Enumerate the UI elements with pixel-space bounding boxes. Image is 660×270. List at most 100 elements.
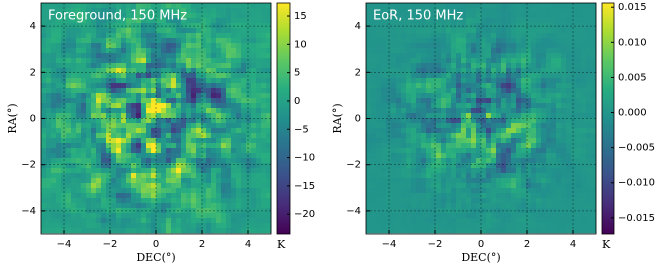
heatmap-cell	[111, 48, 116, 53]
heatmap-cell	[196, 18, 201, 23]
heatmap-cell	[226, 33, 231, 38]
heatmap-cell	[506, 43, 511, 48]
heatmap-cell	[481, 183, 486, 188]
heatmap-cell	[586, 23, 591, 28]
y-tick-label: −4	[21, 206, 36, 217]
heatmap-cell	[371, 228, 376, 233]
heatmap-cell	[166, 88, 171, 93]
heatmap-cell	[211, 183, 216, 188]
heatmap-cell	[376, 148, 381, 153]
heatmap-cell	[226, 168, 231, 173]
heatmap-cell	[111, 38, 116, 43]
heatmap-cell	[236, 78, 241, 83]
heatmap-cell	[171, 218, 176, 223]
heatmap-cell	[376, 23, 381, 28]
heatmap-cell	[226, 143, 231, 148]
heatmap-cell	[231, 163, 236, 168]
heatmap-cell	[551, 138, 556, 143]
heatmap-cell	[366, 218, 371, 223]
heatmap-cell	[196, 138, 201, 143]
heatmap-cell	[576, 103, 581, 108]
colorbar-tick-label: 0.005	[618, 72, 647, 83]
heatmap-cell	[241, 168, 246, 173]
heatmap-cell	[486, 78, 491, 83]
heatmap-cell	[221, 108, 226, 113]
heatmap-cell	[381, 78, 386, 83]
heatmap-cell	[471, 188, 476, 193]
heatmap-cell	[171, 113, 176, 118]
heatmap-cell	[501, 228, 506, 233]
heatmap-cell	[376, 163, 381, 168]
heatmap-cell	[556, 103, 561, 108]
heatmap-cell	[86, 163, 91, 168]
heatmap-cell	[41, 163, 46, 168]
heatmap-cell	[126, 48, 131, 53]
heatmap-cell	[191, 183, 196, 188]
heatmap-cell	[396, 113, 401, 118]
heatmap-cell	[471, 128, 476, 133]
heatmap-cell	[541, 148, 546, 153]
heatmap-cell	[66, 108, 71, 113]
heatmap-cell	[206, 118, 211, 123]
heatmap-cell	[116, 93, 121, 98]
heatmap-cell	[171, 23, 176, 28]
heatmap-cell	[231, 13, 236, 18]
heatmap-cell	[41, 18, 46, 23]
heatmap-cell	[246, 163, 251, 168]
heatmap-cell	[206, 78, 211, 83]
heatmap-cell	[236, 143, 241, 148]
heatmap-cell	[216, 128, 221, 133]
heatmap-cell	[256, 143, 261, 148]
heatmap-cell	[366, 103, 371, 108]
heatmap-cell	[256, 88, 261, 93]
heatmap-cell	[216, 143, 221, 148]
heatmap-cell	[231, 123, 236, 128]
heatmap-cell	[221, 28, 226, 33]
heatmap-cell	[66, 133, 71, 138]
heatmap-cell	[86, 183, 91, 188]
heatmap-cell	[51, 133, 56, 138]
heatmap-cell	[81, 203, 86, 208]
heatmap-cell	[106, 3, 111, 8]
heatmap-cell	[76, 48, 81, 53]
heatmap-cell	[456, 218, 461, 223]
heatmap-cell	[71, 123, 76, 128]
heatmap-cell	[426, 63, 431, 68]
heatmap-cell	[141, 218, 146, 223]
heatmap-cell	[206, 53, 211, 58]
heatmap-cell	[246, 218, 251, 223]
heatmap-cell	[376, 53, 381, 58]
heatmap-cell	[146, 143, 151, 148]
heatmap-cell	[181, 118, 186, 123]
heatmap-cell	[206, 143, 211, 148]
heatmap-cell	[196, 193, 201, 198]
heatmap-cell	[491, 113, 496, 118]
heatmap-cell	[441, 188, 446, 193]
heatmap-cell	[586, 113, 591, 118]
heatmap-cell	[96, 153, 101, 158]
heatmap-cell	[501, 98, 506, 103]
heatmap-cell	[151, 143, 156, 148]
heatmap-cell	[141, 128, 146, 133]
heatmap-cell	[96, 188, 101, 193]
heatmap-cell	[481, 88, 486, 93]
heatmap-cell	[371, 153, 376, 158]
heatmap-cell	[506, 128, 511, 133]
heatmap-cell	[126, 168, 131, 173]
heatmap-cell	[41, 28, 46, 33]
heatmap-cell	[196, 183, 201, 188]
heatmap-cell	[551, 203, 556, 208]
heatmap-cell	[576, 108, 581, 113]
heatmap-cell	[251, 128, 256, 133]
heatmap-cell	[46, 178, 51, 183]
heatmap-cell	[181, 153, 186, 158]
heatmap-cell	[101, 228, 106, 233]
heatmap-cell	[371, 173, 376, 178]
heatmap-cell	[566, 138, 571, 143]
heatmap-cell	[571, 48, 576, 53]
heatmap-cell	[41, 228, 46, 233]
heatmap-cell	[111, 213, 116, 218]
heatmap-cell	[431, 188, 436, 193]
heatmap-cell	[436, 93, 441, 98]
heatmap-cell	[166, 38, 171, 43]
